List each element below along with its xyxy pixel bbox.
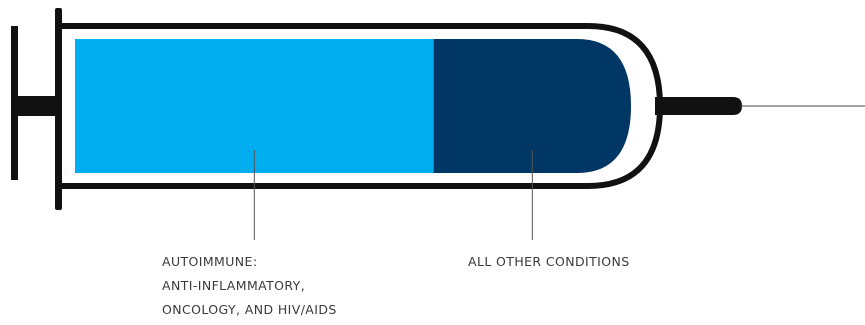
leaders-group: [253, 150, 533, 240]
segment-label-autoimmune-line-3: ONCOLOGY, AND HIV/AIDS: [162, 302, 337, 317]
segment-label-other: ALL OTHER CONDITIONS: [468, 250, 630, 274]
plunger-rod: [11, 96, 59, 116]
segments-group: [75, 39, 631, 173]
needle-hub: [655, 97, 742, 115]
barrel-flange: [55, 8, 62, 210]
segment-autoimmune: [75, 39, 434, 173]
segment-label-autoimmune-line-2: ANTI-INFLAMMATORY,: [162, 278, 306, 293]
segment-label-other-line-1: ALL OTHER CONDITIONS: [468, 254, 630, 269]
segment-other: [433, 39, 631, 173]
segment-label-autoimmune-line-1: AUTOIMMUNE:: [162, 254, 258, 269]
segment-label-autoimmune: AUTOIMMUNE: ANTI-INFLAMMATORY, ONCOLOGY,…: [162, 250, 337, 322]
